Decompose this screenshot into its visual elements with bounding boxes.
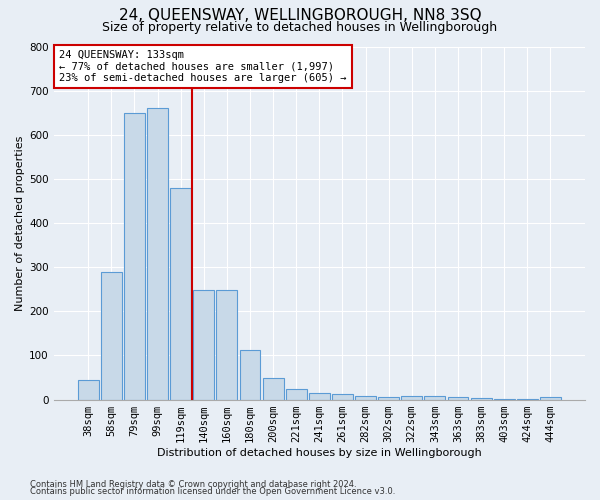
Bar [471,398,491,400]
Bar [170,188,191,400]
Bar [378,398,399,400]
Y-axis label: Number of detached properties: Number of detached properties [15,136,25,310]
Bar [193,290,214,400]
Bar [263,378,284,400]
Bar [239,350,260,400]
Bar [424,396,445,400]
Bar [401,396,422,400]
Bar [124,112,145,400]
Bar [332,394,353,400]
Bar [217,290,237,400]
Bar [540,398,561,400]
Text: Size of property relative to detached houses in Wellingborough: Size of property relative to detached ho… [103,21,497,34]
Bar [448,398,469,400]
Bar [78,380,98,400]
Bar [355,396,376,400]
Bar [286,388,307,400]
Bar [101,272,122,400]
Text: Contains public sector information licensed under the Open Government Licence v3: Contains public sector information licen… [30,488,395,496]
Bar [147,108,168,400]
Text: 24, QUEENSWAY, WELLINGBOROUGH, NN8 3SQ: 24, QUEENSWAY, WELLINGBOROUGH, NN8 3SQ [119,8,481,22]
Text: Contains HM Land Registry data © Crown copyright and database right 2024.: Contains HM Land Registry data © Crown c… [30,480,356,489]
Bar [494,398,515,400]
Bar [309,393,330,400]
X-axis label: Distribution of detached houses by size in Wellingborough: Distribution of detached houses by size … [157,448,482,458]
Text: 24 QUEENSWAY: 133sqm
← 77% of detached houses are smaller (1,997)
23% of semi-de: 24 QUEENSWAY: 133sqm ← 77% of detached h… [59,50,346,83]
